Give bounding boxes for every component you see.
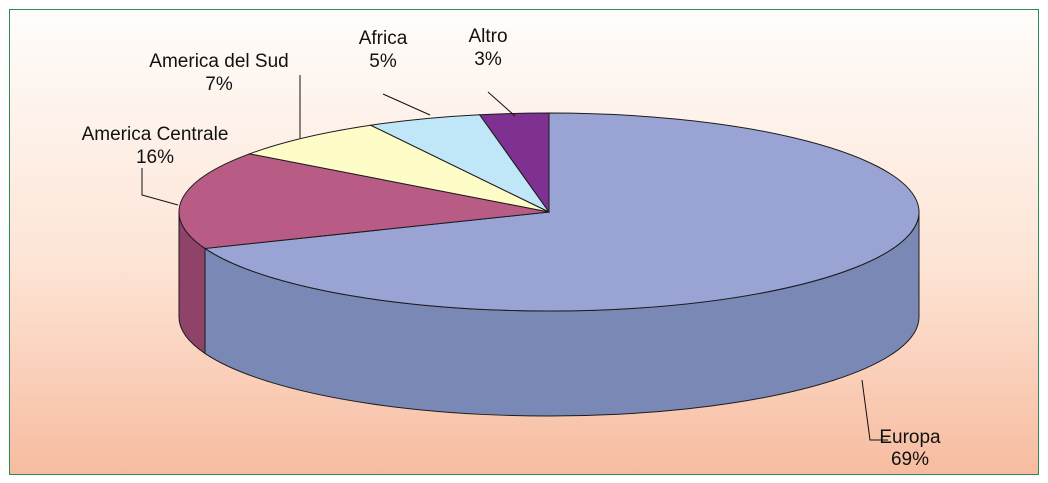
pie-slices bbox=[178, 112, 920, 312]
leader-line-europa bbox=[861, 379, 888, 441]
leader-lines bbox=[141, 75, 888, 441]
label-altro-pct: 3% bbox=[474, 49, 502, 70]
label-america-centrale-pct: 16% bbox=[136, 147, 174, 168]
label-africa-name: Africa bbox=[359, 28, 408, 49]
pie-slice-europa bbox=[203, 112, 920, 312]
pie-slice-altro bbox=[478, 112, 550, 214]
label-altro-name: Altro bbox=[468, 26, 507, 47]
label-america-del-sud-name: America del Sud bbox=[149, 51, 288, 72]
label-europa-pct: 69% bbox=[891, 449, 929, 470]
label-africa-pct: 5% bbox=[369, 51, 397, 72]
label-europa-name: Europa bbox=[879, 427, 941, 448]
leader-line-america-centrale bbox=[141, 168, 179, 206]
pie-slice-america-centrale bbox=[178, 153, 550, 249]
pie-slice-america-del-sud bbox=[247, 124, 550, 213]
label-america-centrale-name: America Centrale bbox=[82, 124, 229, 145]
leader-line-altro bbox=[487, 91, 516, 117]
label-america-del-sud-pct: 7% bbox=[205, 74, 233, 95]
leader-line-africa bbox=[382, 93, 431, 116]
